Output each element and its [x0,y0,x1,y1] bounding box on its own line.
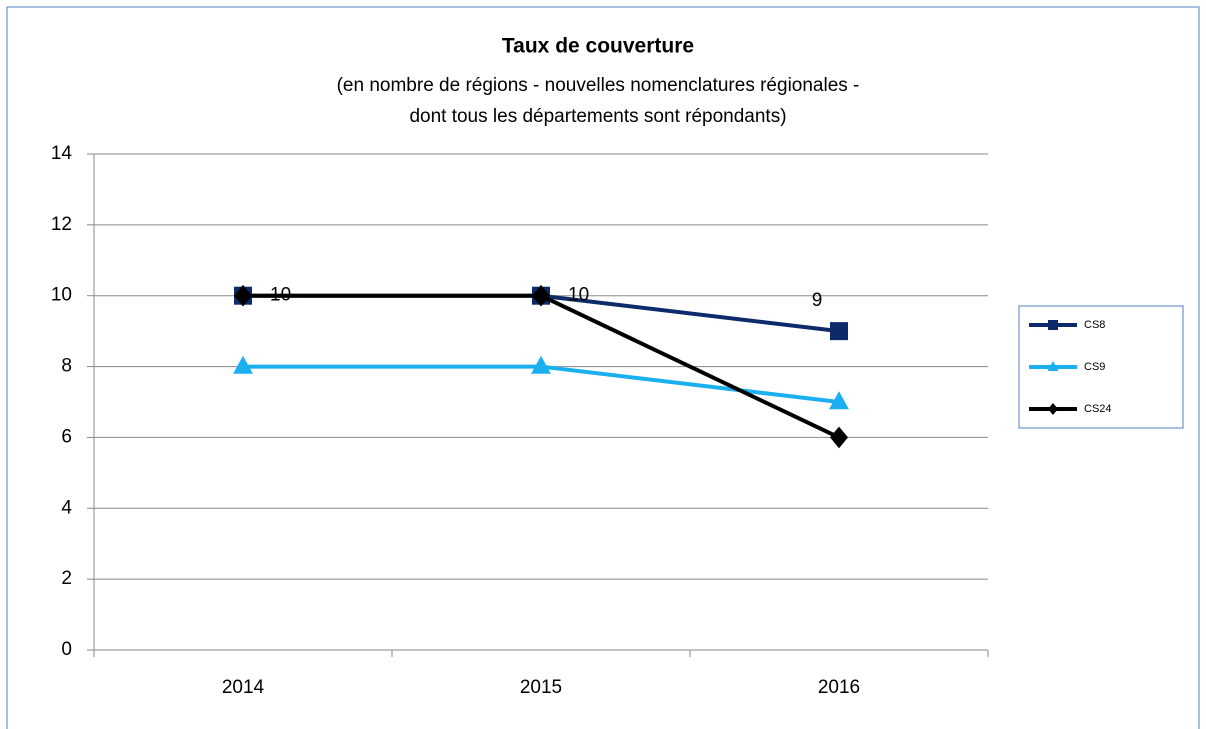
marker [532,284,550,307]
y-tick-label: 0 [61,639,72,660]
marker [829,391,849,410]
marker [234,284,252,307]
chart-subtitle: dont tous les départements sont répondan… [409,106,786,127]
y-tick-label: 6 [61,426,72,447]
marker [830,426,848,449]
marker [1048,320,1058,330]
x-tick-label: 2014 [222,677,265,698]
chart-title: Taux de couverture [502,35,694,58]
y-tick-label: 10 [51,285,72,306]
y-tick-label: 14 [51,143,73,164]
y-tick-label: 12 [51,214,72,235]
legend-label: CS24 [1084,403,1112,415]
marker [830,322,848,341]
y-tick-label: 2 [61,568,72,589]
data-label: 10 [270,285,291,306]
marker [1048,403,1058,415]
marker [233,355,253,374]
marker [1047,361,1059,371]
x-tick-label: 2015 [520,677,562,698]
chart-frame [6,6,1200,729]
legend-label: CS8 [1084,319,1105,331]
marker [531,355,551,374]
legend-label: CS9 [1084,361,1105,373]
data-label: 9 [812,290,823,311]
y-tick-label: 4 [61,497,72,518]
y-tick-label: 8 [61,356,72,377]
x-tick-label: 2016 [818,677,860,698]
data-label: 10 [568,285,589,306]
chart-subtitle: (en nombre de régions - nouvelles nomenc… [337,75,860,96]
